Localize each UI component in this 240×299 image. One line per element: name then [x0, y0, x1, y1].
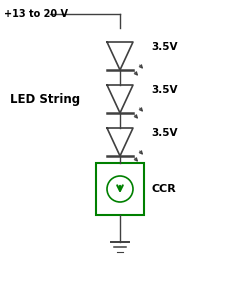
- Text: 3.5V: 3.5V: [151, 42, 178, 52]
- Text: 3.5V: 3.5V: [151, 85, 178, 95]
- Text: CCR: CCR: [152, 184, 177, 194]
- Text: LED String: LED String: [10, 92, 80, 106]
- Bar: [96, 163, 144, 215]
- Text: 3.5V: 3.5V: [151, 128, 178, 138]
- Text: +13 to 20 V: +13 to 20 V: [4, 9, 68, 19]
